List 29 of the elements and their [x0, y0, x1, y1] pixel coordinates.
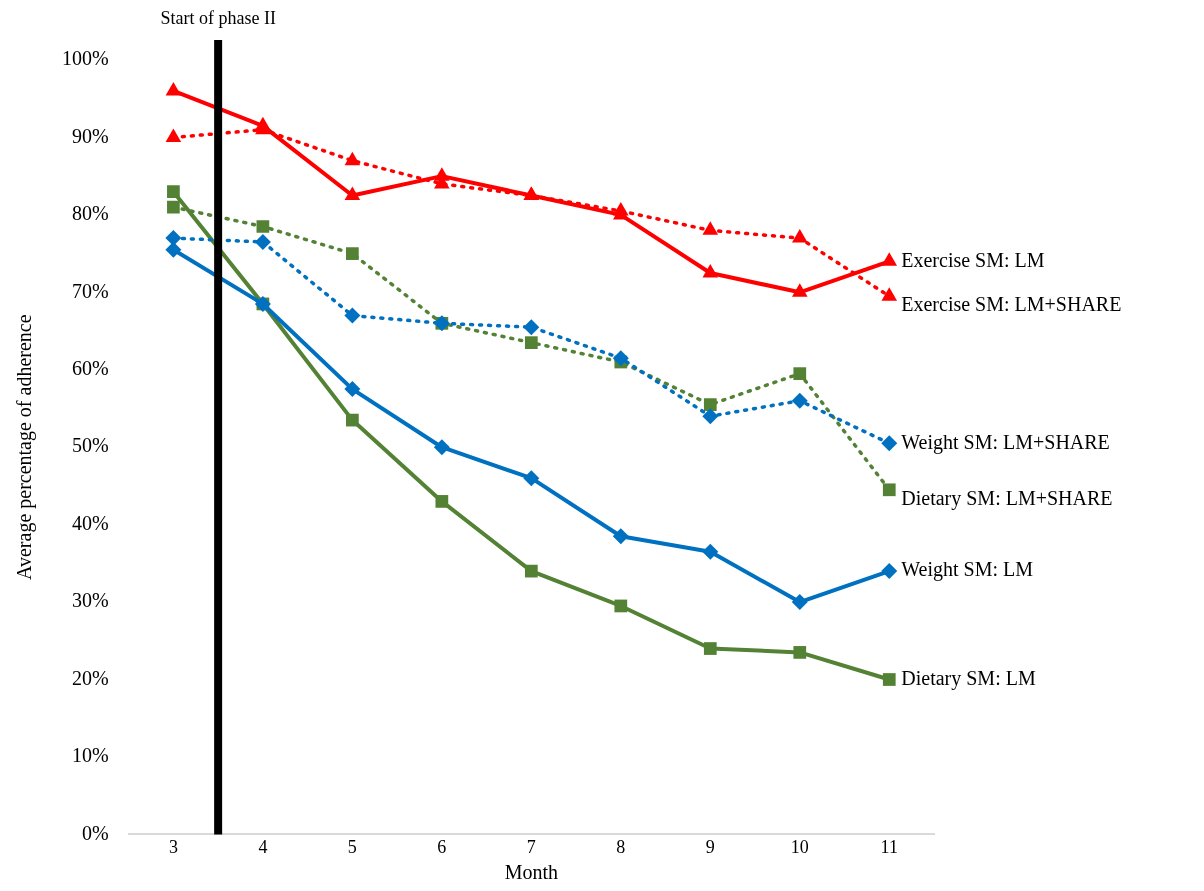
y-tick-label: 20% — [71, 666, 109, 689]
series-label: Weight SM: LM+SHARE — [901, 430, 1110, 454]
y-tick-label: 40% — [71, 511, 109, 534]
x-tick-label: 8 — [616, 836, 626, 857]
series-label: Weight SM: LM — [901, 558, 1034, 582]
x-tick-label: 5 — [347, 836, 357, 857]
y-tick-label: 80% — [71, 202, 109, 225]
series-label: Exercise SM: LM — [901, 248, 1045, 271]
x-tick-label: 9 — [705, 836, 715, 857]
x-tick-label: 11 — [880, 836, 898, 857]
series-label: Dietary SM: LM — [901, 666, 1036, 690]
x-tick-label: 3 — [168, 836, 178, 857]
y-tick-label: 50% — [71, 434, 109, 457]
y-tick-label: 90% — [71, 124, 109, 147]
series-label: Exercise SM: LM+SHARE — [901, 293, 1122, 316]
x-tick-label: 6 — [437, 836, 447, 857]
y-tick-label: 60% — [71, 357, 109, 380]
y-tick-label: 30% — [71, 589, 109, 612]
x-axis-title: Month — [504, 861, 558, 884]
y-tick-label: 10% — [71, 744, 109, 767]
x-tick-label: 4 — [258, 836, 268, 857]
ref-line-label: Start of phase II — [160, 7, 276, 28]
y-tick-label: 100% — [61, 47, 109, 70]
y-axis-title: Average percentage of adherence — [13, 314, 37, 580]
y-tick-label: 0% — [81, 821, 109, 844]
series-label: Dietary SM: LM+SHARE — [901, 487, 1113, 511]
x-tick-label: 7 — [526, 836, 536, 857]
y-tick-label: 70% — [71, 279, 109, 302]
x-tick-label: 10 — [790, 836, 809, 857]
